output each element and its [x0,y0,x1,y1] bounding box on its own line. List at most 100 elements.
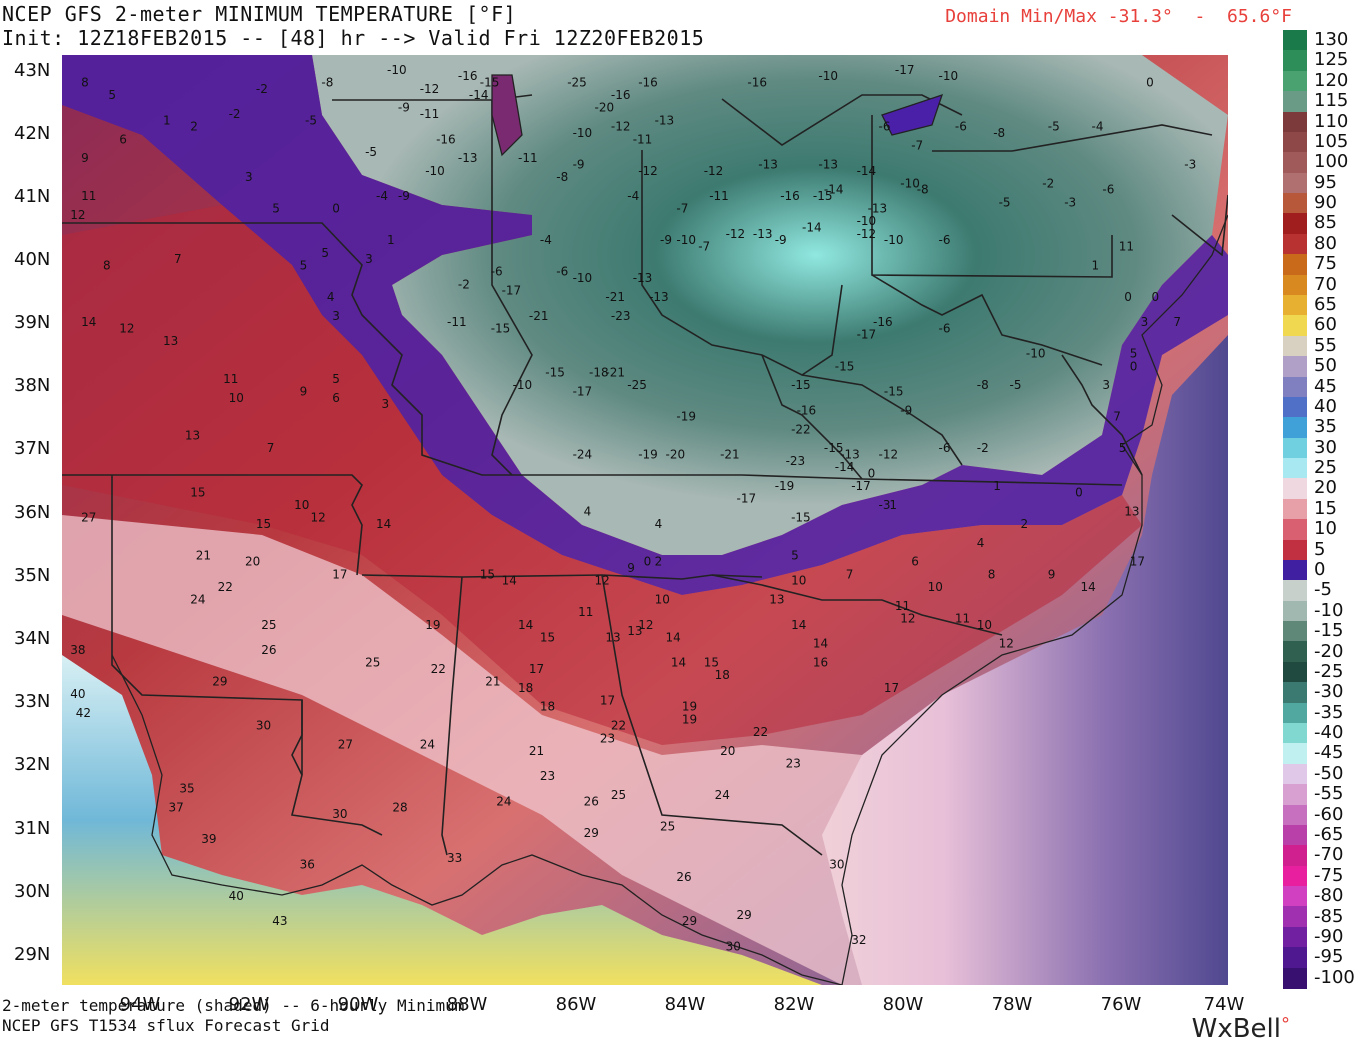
station-value: 29 [737,908,752,922]
station-value: 11 [578,605,593,619]
station-value: 14 [791,618,806,632]
colorbar-swatch [1283,865,1307,887]
station-value: -15 [791,511,811,525]
station-value: -4 [627,189,639,203]
station-value: -15 [791,378,811,392]
lat-label-41n: 41N [14,186,51,207]
station-value: -2 [256,82,268,96]
colorbar-swatch [1283,600,1307,622]
colorbar-label: 75 [1314,253,1337,275]
colorbar-swatch [1283,886,1307,908]
station-value: 5 [300,258,308,272]
colorbar-swatch [1283,152,1307,174]
station-value: 9 [81,151,89,165]
station-value: 0 [1146,76,1154,90]
station-value: 5 [321,246,329,260]
lon-label-90w: 90W [337,994,379,1015]
station-value: 30 [332,807,347,821]
station-value: -15 [491,321,511,335]
station-value: 4 [655,517,663,531]
lat-label-43n: 43N [14,60,51,81]
colorbar-label: 20 [1314,477,1337,499]
colorbar-label: 40 [1314,395,1337,417]
station-value: -23 [611,309,631,323]
colorbar-label: -25 [1314,660,1344,682]
station-value: -14 [857,164,877,178]
station-value: -11 [420,107,440,121]
station-value: -3 [1064,195,1076,209]
station-value: 12 [311,511,326,525]
station-value: 25 [261,618,276,632]
colorbar-swatch [1283,396,1307,418]
station-value: 1 [163,113,171,127]
station-value: -12 [611,120,631,134]
station-value: 23 [600,731,615,745]
station-value: -25 [627,378,647,392]
station-value: -16 [638,76,658,90]
colorbar-swatch [1283,30,1307,51]
station-value: 16 [813,656,828,670]
lon-label-76w: 76W [1100,994,1142,1015]
colorbar-label: 25 [1314,457,1337,478]
station-value: -11 [709,189,729,203]
lat-label-34n: 34N [14,628,51,649]
lon-label-86w: 86W [555,994,597,1015]
station-value: 10 [294,498,309,512]
station-value: 10 [229,391,244,405]
colorbar-label: 95 [1314,171,1337,193]
lon-label-80w: 80W [882,994,924,1015]
mild-region [62,515,962,985]
colorbar-swatch [1283,111,1307,133]
station-value: -13 [655,113,675,127]
station-value: 9 [300,385,308,399]
colorbar-label: -75 [1314,864,1344,886]
station-value: 14 [81,315,96,329]
lon-label-88w: 88W [446,994,488,1015]
station-value: 22 [611,719,626,733]
station-value: 17 [529,662,544,676]
colorbar-label: -5 [1314,579,1332,601]
station-value: 11 [955,612,970,626]
station-value: -3 [879,498,891,512]
colorbar-label: -65 [1314,823,1344,845]
station-value: 28 [392,801,407,815]
station-value: 1 [387,233,395,247]
station-value: 21 [529,744,544,758]
colorbar-swatch [1283,967,1307,989]
station-value: 10 [928,580,943,594]
station-value: -5 [1048,120,1060,134]
station-value: 14 [1081,580,1096,594]
station-value: -13 [868,202,888,216]
station-value: 15 [540,630,555,644]
station-value: -20 [595,101,615,115]
station-value: 29 [682,914,697,928]
colorbar-label: -40 [1314,722,1344,743]
lat-label-30n: 30N [14,881,51,902]
colorbar-label: 0 [1314,559,1326,580]
station-value: 24 [420,738,435,752]
station-value: 7 [1173,315,1181,329]
station-value: -5 [365,145,377,159]
station-value: -4 [1092,120,1104,134]
station-value: 24 [190,593,205,607]
station-value: 38 [70,643,85,657]
station-value: 11 [895,599,910,613]
station-value: -23 [786,454,806,468]
station-value: 14 [671,656,686,670]
freezing-band [62,55,1228,595]
colorbar-swatch [1283,539,1307,561]
station-value: -20 [666,448,686,462]
station-value: 13 [1124,504,1139,518]
colorbar-label: -50 [1314,762,1344,784]
colorbar-swatch [1283,763,1307,785]
temperature-map[interactable]: 8 5 6 9 11 12 8 7 14 12 13 11 10 13 7 9 6 15 10 12 15 27 21 20 2… [62,55,1228,985]
station-value: -5 [999,195,1011,209]
station-value: -10 [387,63,407,77]
station-value: -8 [321,76,333,90]
station-value: 15 [256,517,271,531]
station-value: -9 [398,101,410,115]
station-value: 13 [185,429,200,443]
colorbar-label: 125 [1314,49,1349,71]
colorbar-label: 115 [1314,90,1349,112]
